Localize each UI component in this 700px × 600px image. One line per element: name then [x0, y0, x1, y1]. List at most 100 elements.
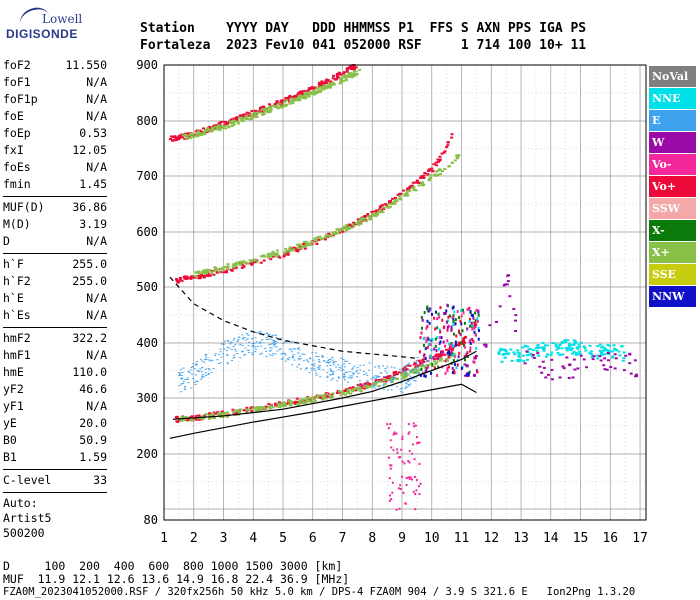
cluster-point	[438, 315, 441, 319]
trace-point	[633, 359, 637, 362]
cluster-point	[439, 336, 442, 340]
trace-point	[331, 234, 335, 237]
trace-point	[342, 359, 345, 361]
trace-point	[265, 350, 268, 352]
trace-point	[251, 115, 255, 118]
trace-point	[330, 370, 333, 372]
param-key: C-level	[3, 473, 52, 487]
param-key: yF1	[3, 399, 24, 413]
trace-point	[197, 134, 201, 137]
trace-point	[295, 397, 299, 400]
trace-point	[599, 359, 603, 362]
trace-point	[621, 359, 625, 362]
trace-point	[374, 375, 377, 377]
trace-point	[327, 361, 330, 363]
trace-point	[324, 85, 328, 88]
param-value: 50.9	[79, 433, 107, 447]
trace-point	[335, 228, 339, 231]
param-value: N/A	[86, 75, 107, 89]
param-key: h`E	[3, 291, 24, 305]
trace-point	[256, 410, 260, 413]
trace-point	[351, 390, 355, 393]
x-tick-label: 17	[632, 531, 648, 546]
trace-point	[220, 416, 224, 419]
trace-point	[296, 243, 300, 246]
trace-point	[405, 191, 409, 194]
trace-point	[248, 409, 252, 412]
trace-point	[248, 352, 251, 354]
trace-point	[223, 265, 227, 268]
trace-point	[200, 273, 204, 276]
trace-point	[229, 120, 233, 123]
trace-point	[324, 393, 328, 396]
trace-point	[303, 240, 307, 243]
cluster-point	[442, 340, 445, 344]
trace-point	[302, 90, 306, 93]
trace-point	[197, 274, 201, 277]
trace-point	[332, 378, 335, 380]
trace-point	[195, 275, 199, 278]
trace-point	[351, 223, 355, 226]
x-tick-label: 13	[513, 531, 529, 546]
trace-point	[278, 405, 282, 408]
trace-point	[262, 255, 266, 258]
trace-point	[292, 246, 296, 249]
trace-point	[399, 198, 403, 201]
trace-point	[326, 365, 329, 367]
trace-point	[212, 411, 216, 414]
trace-point	[332, 362, 335, 364]
trace-point	[342, 392, 346, 395]
trace-point	[332, 364, 335, 366]
trace-point	[527, 348, 531, 351]
trace-point	[243, 354, 246, 356]
trace-point	[207, 372, 210, 374]
trace-point	[279, 404, 283, 407]
noise-point	[401, 437, 404, 440]
trace-point	[349, 73, 353, 76]
cluster-point	[446, 351, 449, 355]
trace-point	[201, 127, 205, 130]
trace-point	[427, 360, 430, 362]
trace-point	[316, 394, 320, 397]
trace-point	[274, 341, 277, 343]
trace-point	[317, 90, 321, 93]
trace-point	[197, 272, 201, 275]
trace-point	[206, 274, 210, 277]
trace-point	[280, 102, 284, 105]
trace-point	[514, 319, 518, 322]
trace-point	[344, 376, 347, 378]
trace-point	[350, 377, 353, 379]
trace-point	[602, 349, 606, 352]
trace-point	[188, 136, 192, 139]
trace-point	[334, 78, 338, 81]
trace-point	[301, 353, 304, 355]
noise-point	[412, 490, 415, 493]
trace-point	[522, 360, 526, 363]
trace-point	[347, 228, 351, 231]
trace-point	[501, 353, 505, 356]
noise-point	[392, 433, 395, 436]
param-value: 255.0	[72, 274, 107, 288]
legend-item-nne: NNE	[649, 88, 696, 109]
trace-point	[387, 201, 391, 204]
trace-point	[362, 364, 365, 366]
cluster-point	[452, 344, 455, 348]
trace-point	[372, 376, 375, 378]
cluster-point	[477, 326, 480, 330]
trace-point	[420, 181, 424, 184]
noise-point	[395, 508, 398, 511]
trace-point	[205, 131, 209, 134]
trace-point	[288, 357, 291, 359]
trace-point	[560, 347, 564, 350]
cluster-point	[468, 340, 471, 344]
cluster-point	[420, 326, 423, 330]
param-separator	[3, 492, 107, 493]
noise-point	[404, 502, 407, 505]
trace-point	[384, 380, 388, 383]
trace-point	[363, 384, 367, 387]
param-value: 12.05	[72, 143, 107, 157]
trace-point	[187, 371, 190, 373]
trace-point	[321, 237, 325, 240]
trace-point	[343, 366, 346, 368]
trace-point	[233, 337, 236, 339]
